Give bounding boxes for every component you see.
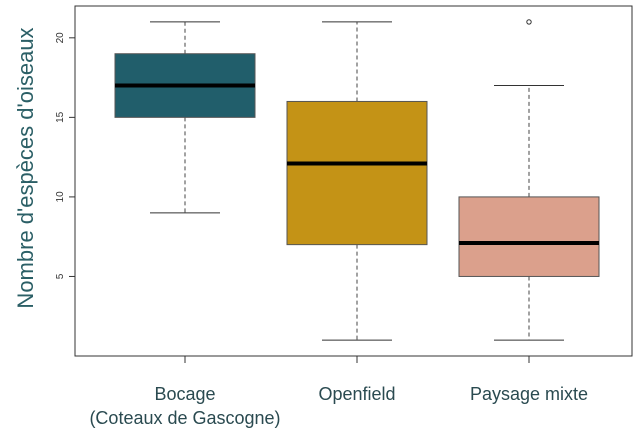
box-iqr bbox=[286, 100, 428, 246]
x-category-label: Openfield bbox=[318, 384, 395, 404]
outlier-point bbox=[526, 19, 532, 25]
y-axis-label: Nombre d'espèces d'oiseaux bbox=[13, 27, 38, 308]
box-iqr bbox=[458, 196, 600, 277]
y-tick-label: 5 bbox=[55, 273, 66, 279]
y-tick-label: 20 bbox=[55, 32, 66, 44]
box-series bbox=[286, 21, 428, 363]
y-tick-label: 10 bbox=[55, 191, 66, 203]
box-series-group bbox=[114, 19, 600, 363]
plot-frame bbox=[74, 5, 633, 357]
box-series bbox=[458, 19, 600, 363]
x-category-label: Bocage bbox=[154, 384, 215, 404]
y-tick-label: 15 bbox=[55, 111, 66, 123]
x-axis-labels: Bocage (Coteaux de Gascogne) Openfield Pays… bbox=[89, 384, 588, 428]
y-axis: 5 10 15 20 bbox=[55, 32, 75, 279]
x-category-label: Paysage mixte bbox=[470, 384, 588, 404]
x-category-label: (Coteaux de Gascogne) bbox=[89, 408, 280, 428]
box-series bbox=[114, 21, 256, 363]
